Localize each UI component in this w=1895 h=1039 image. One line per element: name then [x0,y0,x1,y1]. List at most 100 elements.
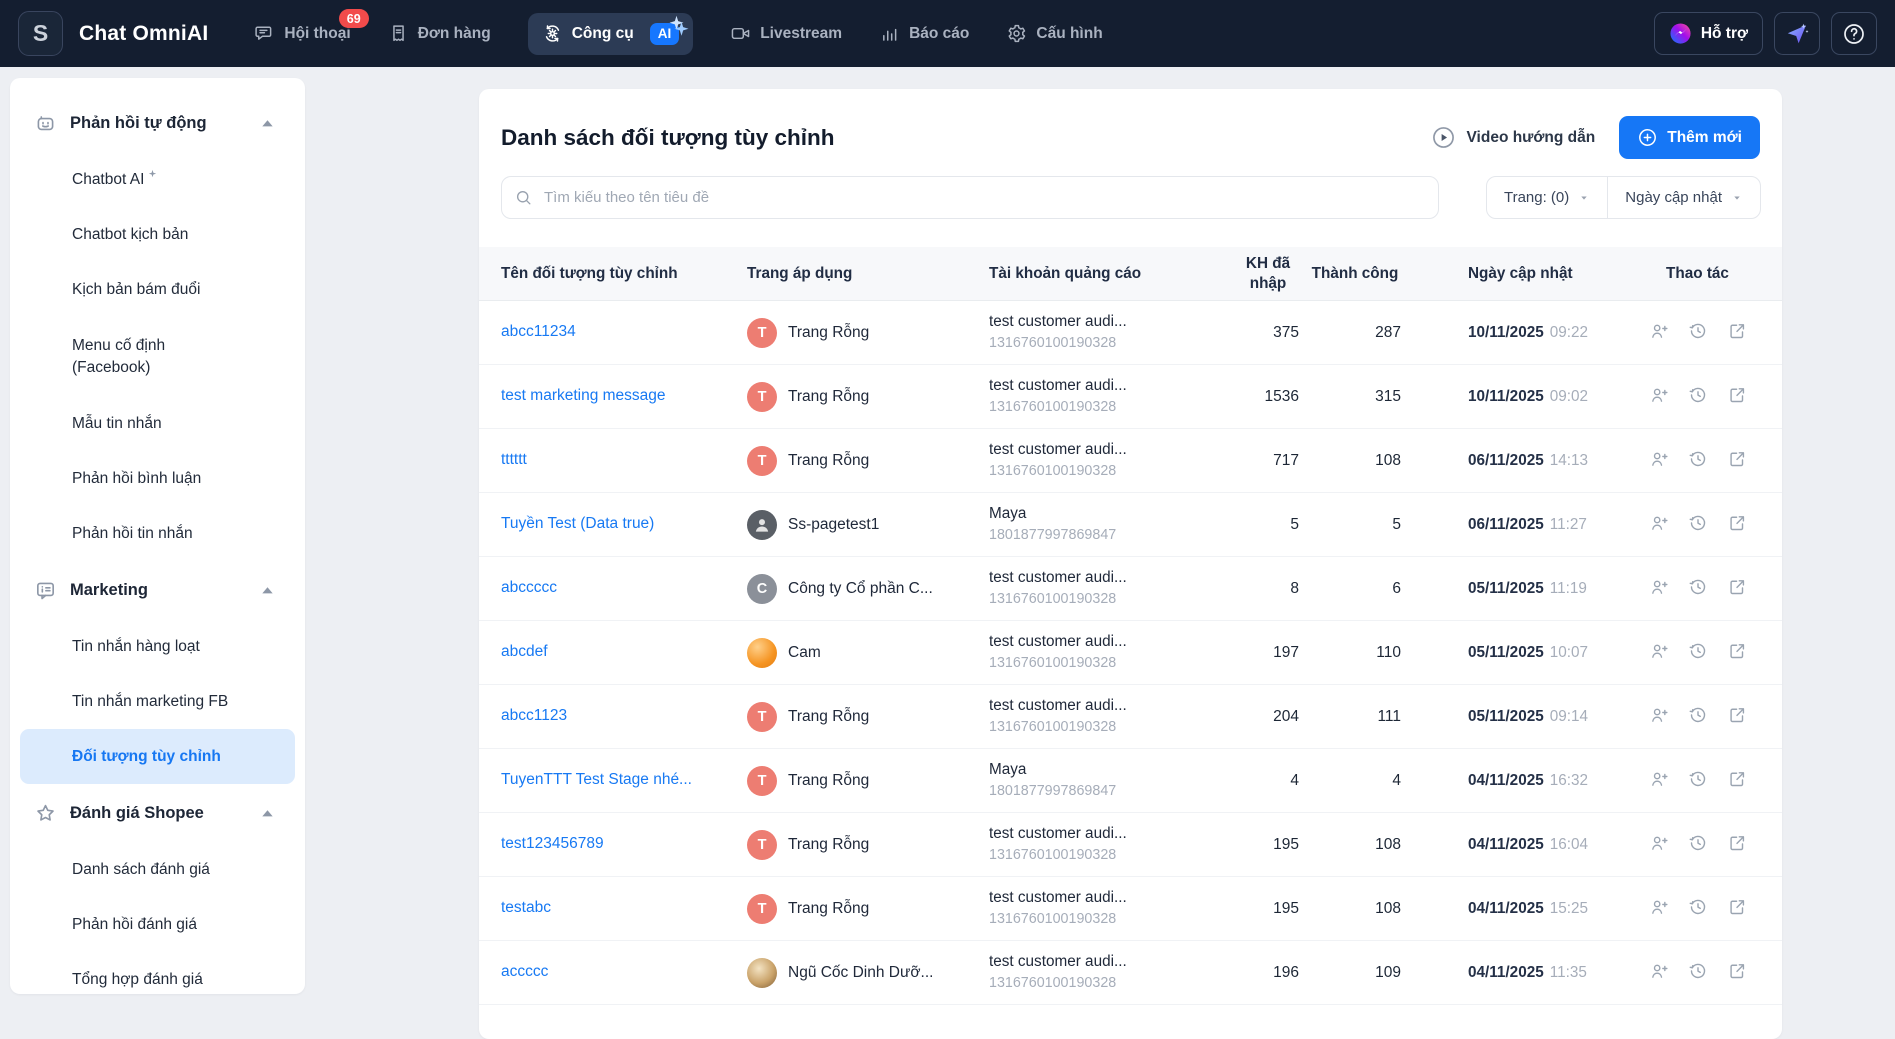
sidebar-section-label: Marketing [70,580,148,599]
user-plus-icon [1649,321,1669,341]
sidebar-item-tong-hop-danh-gia[interactable]: Tổng hợp đánh giá [10,952,305,994]
add-new-button[interactable]: Thêm mới [1619,116,1760,159]
sidebar-section-marketing[interactable]: Marketing [10,561,305,619]
sidebar-item-tin-nhan-hang-loat[interactable]: Tin nhắn hàng loạt [10,619,305,674]
nav-item-livestream[interactable]: Livestream [730,23,842,44]
sidebar-item-phan-hoi-binh-luan[interactable]: Phản hồi bình luận [10,451,305,506]
sidebar-item-danh-sach-danh-gia[interactable]: Danh sách đánh giá [10,842,305,897]
open-external-button[interactable] [1725,641,1748,664]
table-row: abcc11234 T Trang Rỗng test customer audi..… [479,301,1782,365]
history-button[interactable] [1686,897,1709,920]
open-external-button[interactable] [1725,961,1748,984]
object-name-link[interactable]: abcdef [501,643,548,661]
object-name-link[interactable]: abcc1123 [501,707,568,725]
open-external-button[interactable] [1725,705,1748,728]
object-name-link[interactable]: testabc [501,899,551,917]
app-logo[interactable]: S [18,11,63,56]
add-user-button[interactable] [1647,385,1670,408]
sidebar-item-phan-hoi-tin-nhan[interactable]: Phản hồi tin nhắn [10,506,305,561]
history-button[interactable] [1686,449,1709,472]
nav-item-label: Cấu hình [1036,24,1103,42]
object-name-link[interactable]: test123456789 [501,835,604,853]
search-input[interactable] [501,176,1439,219]
open-external-button[interactable] [1725,449,1748,472]
add-user-button[interactable] [1647,961,1670,984]
collapse-chevron-icon[interactable] [256,112,279,135]
object-name-link[interactable]: test marketing message [501,387,666,405]
updated-time: 09:02 [1549,387,1588,405]
sidebar-item-menu-co-dinh-facebook[interactable]: Menu cố định (Facebook) [10,317,305,396]
sidebar-item-label: Đối tượng tùy chỉnh [72,747,221,765]
video-guide-link[interactable]: Video hướng dẫn [1431,125,1595,150]
success-count: 111 [1377,707,1401,725]
page-name: Trang Rỗng [788,451,870,469]
collapse-chevron-icon[interactable] [256,579,279,602]
history-button[interactable] [1686,321,1709,344]
history-button[interactable] [1686,833,1709,856]
add-user-button[interactable] [1647,897,1670,920]
object-name-link[interactable]: Tuyền Test (Data true) [501,515,655,533]
sidebar-item-phan-hoi-danh-gia[interactable]: Phản hồi đánh giá [10,897,305,952]
updated-time: 14:13 [1549,451,1588,469]
add-user-button[interactable] [1647,769,1670,792]
updated-date: 04/11/2025 [1468,899,1544,917]
add-user-button[interactable] [1647,321,1670,344]
history-button[interactable] [1686,577,1709,600]
ad-account-id: 1316760100190328 [989,335,1117,352]
add-user-button[interactable] [1647,833,1670,856]
sidebar-item-doi-tuong-tuy-chinh[interactable]: Đối tượng tùy chỉnh [20,729,295,784]
page-name: Ngũ Cốc Dinh Dưỡ... [788,963,934,981]
open-external-button[interactable] [1725,321,1748,344]
open-external-button[interactable] [1725,513,1748,536]
nav-item-hoi-thoai[interactable]: Hội thoại 69 [254,9,369,44]
add-user-button[interactable] [1647,449,1670,472]
object-name-link[interactable]: TuyenTTT Test Stage nhé... [501,771,692,789]
page-filter-dropdown[interactable]: Trang: (0) [1487,177,1607,218]
imported-count: 197 [1273,643,1299,661]
sidebar-item-tin-nhan-marketing-fb[interactable]: Tin nhắn marketing FB [10,674,305,729]
history-button[interactable] [1686,769,1709,792]
table-row: abcc1123 T Trang Rỗng test customer audi...… [479,685,1782,749]
sidebar-item-chatbot-kich-ban[interactable]: Chatbot kịch bản [10,207,305,262]
open-external-button[interactable] [1725,897,1748,920]
nav-item-cong-cu[interactable]: Công cụ AI [527,12,694,55]
nav-item-bao-cao[interactable]: Báo cáo [879,23,969,44]
sidebar-item-mau-tin-nhan[interactable]: Mẫu tin nhắn [10,396,305,451]
sidebar-section-danh-gia-shopee[interactable]: Đánh giá Shopee [10,784,305,842]
video-icon [730,23,751,44]
collapse-chevron-icon[interactable] [256,802,279,825]
help-button[interactable] [1831,12,1877,55]
add-user-button[interactable] [1647,577,1670,600]
support-button[interactable]: Hỗ trợ [1653,12,1763,55]
add-user-button[interactable] [1647,641,1670,664]
history-button[interactable] [1686,513,1709,536]
ad-account-name: test customer audi... [989,377,1127,395]
open-external-button[interactable] [1725,385,1748,408]
sparkle-icon [147,169,158,180]
object-name-link[interactable]: abccccc [501,579,557,597]
nav-item-don-hang[interactable]: Đơn hàng [388,23,491,44]
object-name-link[interactable]: accccc [501,963,549,981]
add-user-button[interactable] [1647,705,1670,728]
nav-item-cau-hinh[interactable]: Cấu hình [1006,23,1103,44]
open-external-button[interactable] [1725,769,1748,792]
column-header: KH đã nhập [1245,255,1291,292]
history-button[interactable] [1686,641,1709,664]
history-button[interactable] [1686,961,1709,984]
history-button[interactable] [1686,385,1709,408]
sort-filter-dropdown[interactable]: Ngày cập nhật [1607,177,1760,218]
object-name-link[interactable]: tttttt [501,451,527,469]
sidebar-item-chatbot-ai[interactable]: Chatbot AI [10,152,305,207]
sidebar-item-kich-ban-bam-duoi[interactable]: Kịch bản bám đuổi [10,262,305,317]
sidebar-section-phan-hoi-tu-dong[interactable]: Phản hồi tự động [10,94,305,152]
sparkle-icon [671,20,692,41]
history-button[interactable] [1686,705,1709,728]
object-name-link[interactable]: abcc11234 [501,323,576,341]
history-icon [1688,705,1708,725]
open-external-button[interactable] [1725,577,1748,600]
announcement-button[interactable] [1774,12,1820,55]
gear-sync-icon [542,23,563,44]
open-external-button[interactable] [1725,833,1748,856]
add-user-button[interactable] [1647,513,1670,536]
sidebar-item-label: Chatbot kịch bản [72,225,189,243]
